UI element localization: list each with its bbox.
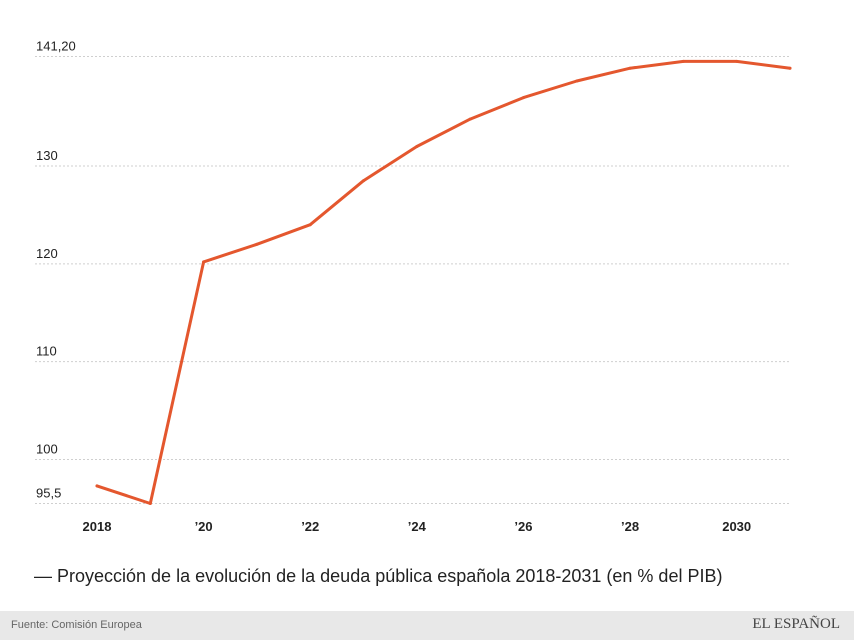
x-tick-label-4: ’26 — [514, 519, 532, 534]
data-point-2021 — [255, 242, 259, 246]
source-text: Fuente: Comisión Europea — [11, 619, 142, 631]
data-point-2026 — [521, 96, 525, 100]
data-point-2025 — [468, 117, 472, 121]
data-point-2019 — [148, 502, 152, 505]
x-tick-label-1: ’20 — [195, 519, 213, 534]
brand-logo: EL ESPAÑOL — [752, 616, 840, 632]
y-axis-ticks: 141,20 130 120 110 100 95,5 — [36, 39, 76, 501]
y-tick-label-5: 95,5 — [36, 486, 61, 501]
x-tick-label-2: ’22 — [301, 519, 319, 534]
y-tick-label-1: 130 — [36, 148, 58, 163]
data-point-2020 — [202, 260, 206, 264]
y-tick-label-3: 110 — [36, 344, 57, 359]
series-layer — [95, 59, 792, 505]
data-point-2024 — [415, 144, 419, 148]
y-tick-label-0: 141,20 — [36, 39, 76, 54]
x-tick-label-6: 2030 — [722, 519, 751, 534]
line-chart: 141,20 130 120 110 100 95,5 2018 ’20 ’22 ’24 ’26 ’… — [35, 39, 792, 534]
series-line-0 — [95, 59, 792, 505]
x-axis-ticks: 2018 ’20 ’22 ’24 ’26 ’28 2030 — [83, 519, 752, 534]
data-point-2028 — [628, 66, 632, 70]
data-point-2018 — [95, 484, 99, 488]
x-tick-label-3: ’24 — [408, 519, 427, 534]
data-point-2029 — [681, 59, 685, 63]
data-point-2031 — [788, 66, 792, 70]
x-tick-label-0: 2018 — [83, 519, 112, 534]
x-tick-label-5: ’28 — [621, 519, 639, 534]
data-point-2022 — [308, 223, 312, 227]
data-point-2030 — [735, 59, 739, 63]
data-point-2027 — [575, 79, 579, 83]
y-tick-label-4: 100 — [36, 441, 58, 456]
data-point-2023 — [362, 179, 366, 183]
gridlines — [35, 56, 790, 504]
footer: Fuente: Comisión Europea EL ESPAÑOL — [0, 611, 854, 640]
chart-title-legend: — Proyección de la evolución de la deuda… — [34, 566, 723, 586]
y-tick-label-2: 120 — [36, 246, 58, 261]
